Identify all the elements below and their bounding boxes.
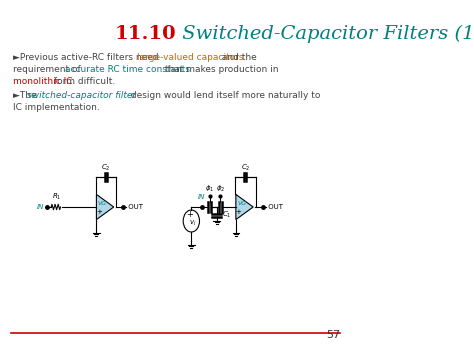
Polygon shape (96, 195, 114, 220)
Text: IC implementation.: IC implementation. (13, 103, 100, 112)
Text: VG: VG (237, 201, 246, 206)
Text: OUT: OUT (126, 204, 143, 210)
Text: +: + (236, 208, 241, 214)
Text: Switched-Capacitor Filters (1): Switched-Capacitor Filters (1) (176, 25, 474, 43)
Text: form difficult.: form difficult. (51, 77, 116, 86)
Text: and the: and the (219, 53, 256, 62)
Text: design would lend itself more naturally to: design would lend itself more naturally … (128, 91, 321, 100)
Text: $C_1$: $C_1$ (222, 210, 232, 220)
Text: $R_1$: $R_1$ (52, 192, 61, 202)
Text: IN: IN (36, 204, 44, 210)
Text: large-valued capacitors: large-valued capacitors (137, 53, 244, 62)
Text: monolithic IC: monolithic IC (13, 77, 73, 86)
Text: OUT: OUT (265, 204, 283, 210)
Text: accurate RC time constants: accurate RC time constants (65, 65, 190, 74)
Text: $\phi_2$: $\phi_2$ (216, 184, 225, 194)
Text: +: + (96, 208, 102, 214)
Text: that makes production in: that makes production in (163, 65, 279, 74)
Text: switched-capacitor filter: switched-capacitor filter (27, 91, 137, 100)
Text: $\phi_1$: $\phi_1$ (205, 184, 215, 194)
Text: $C_2$: $C_2$ (241, 163, 250, 173)
Polygon shape (236, 195, 253, 220)
Text: +: + (186, 210, 192, 219)
Text: $v_i$: $v_i$ (189, 219, 197, 228)
Text: 57: 57 (326, 330, 340, 340)
Text: ►Previous active-RC filters need: ►Previous active-RC filters need (13, 53, 162, 62)
Text: requirement of: requirement of (13, 65, 84, 74)
Text: 11.10: 11.10 (114, 25, 176, 43)
Text: $C_2$: $C_2$ (101, 163, 111, 173)
Text: ►The: ►The (13, 91, 40, 100)
Text: VG: VG (98, 201, 107, 206)
Text: IN: IN (198, 194, 205, 200)
